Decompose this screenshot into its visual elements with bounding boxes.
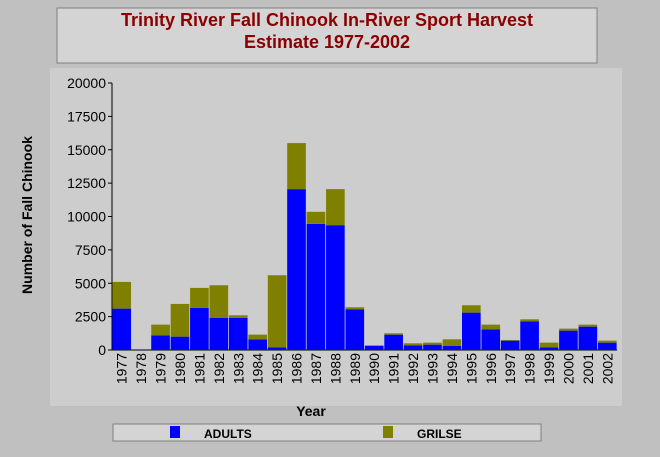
title-box — [56, 7, 598, 64]
x-tick-label: 1990 — [366, 353, 382, 384]
x-tick-label: 1985 — [269, 353, 285, 384]
y-tick-label: 17500 — [67, 108, 106, 124]
x-tick-label: 1987 — [308, 353, 324, 384]
bar-segment — [306, 223, 326, 350]
bar-segment — [248, 339, 267, 350]
bar-segment — [364, 345, 384, 350]
bar-segment — [326, 189, 345, 226]
x-tick-label: 1991 — [386, 353, 402, 384]
bar-segment — [248, 334, 267, 340]
bar-segment — [112, 281, 132, 309]
y-tick-label: 12500 — [67, 175, 106, 191]
x-tick-label: 1981 — [191, 353, 207, 384]
chart-title: Trinity River Fall Chinook In-River Spor… — [121, 10, 533, 52]
bar-segment — [539, 342, 559, 348]
bar-segment — [539, 347, 559, 350]
bar-segment — [423, 344, 442, 350]
x-tick-label: 1997 — [502, 353, 518, 384]
x-tick-label: 1977 — [114, 353, 130, 384]
bar-segment — [345, 309, 365, 350]
bar-segment — [597, 340, 617, 343]
bar-segment — [267, 275, 287, 348]
bar-segment — [170, 303, 190, 337]
y-tick-label: 7500 — [75, 242, 106, 258]
bar-segment — [423, 342, 442, 345]
bar-segment — [578, 326, 598, 350]
x-tick-label: 1993 — [424, 353, 440, 384]
bar-segment — [287, 189, 306, 350]
bar-segment — [403, 345, 423, 350]
bar-segment — [170, 336, 190, 350]
bar-segment — [306, 211, 326, 224]
y-tick-label: 0 — [98, 342, 106, 358]
bar-segment — [403, 343, 423, 346]
bar-segment — [559, 328, 578, 331]
bar-segment — [267, 347, 287, 350]
bar-segment — [384, 334, 403, 350]
bar-segment — [462, 312, 481, 350]
x-tick-label: 1986 — [289, 353, 305, 384]
x-tick-label: 1994 — [444, 353, 460, 384]
bar-segment — [287, 143, 306, 190]
bar-segment — [520, 319, 539, 322]
bar-segment — [151, 335, 170, 350]
bar-segment — [228, 315, 248, 318]
bar-segment — [209, 317, 229, 350]
y-tick-label: 5000 — [75, 275, 106, 291]
legend-swatch — [383, 426, 393, 438]
legend-swatch — [170, 426, 180, 438]
bar-segment — [151, 324, 170, 336]
x-tick-label: 1984 — [250, 353, 266, 384]
bar-segment — [384, 333, 403, 335]
x-tick-label: 2002 — [599, 353, 615, 384]
x-tick-label: 1982 — [211, 353, 227, 384]
bar-segment — [345, 307, 365, 310]
bar-segment — [597, 342, 617, 350]
bar-segment — [190, 287, 209, 308]
y-tick-label: 2500 — [75, 309, 106, 325]
bar-segment — [442, 345, 462, 350]
bar-segment — [500, 340, 520, 350]
y-tick-label: 20000 — [67, 75, 106, 91]
x-tick-label: 1983 — [230, 353, 246, 384]
bar-segment — [364, 345, 384, 346]
bar-segment — [559, 330, 578, 350]
x-tick-label: 1978 — [133, 353, 149, 384]
bar-segment — [112, 308, 132, 350]
legend-label: GRILSE — [417, 427, 462, 441]
x-tick-label: 2001 — [580, 353, 596, 384]
x-tick-label: 1996 — [483, 353, 499, 384]
bar-segment — [500, 339, 520, 341]
x-tick-label: 1989 — [347, 353, 363, 384]
x-tick-label: 1979 — [153, 353, 169, 384]
y-axis-label: Number of Fall Chinook — [19, 136, 35, 294]
bar-segment — [481, 329, 501, 350]
x-tick-label: 1995 — [463, 353, 479, 384]
x-axis-label: Year — [296, 403, 326, 419]
legend-label: ADULTS — [204, 427, 252, 441]
bar-segment — [442, 339, 462, 346]
bar-segment — [190, 307, 209, 350]
bar-segment — [520, 321, 539, 350]
x-tick-label: 1980 — [172, 353, 188, 384]
bar-segment — [326, 225, 345, 350]
x-tick-label: 1998 — [522, 353, 538, 384]
y-tick-label: 15000 — [67, 142, 106, 158]
x-tick-label: 2000 — [560, 353, 576, 384]
bar-segment — [228, 317, 248, 350]
y-tick-label: 10000 — [67, 209, 106, 225]
bar-segment — [578, 324, 598, 327]
x-tick-label: 1988 — [327, 353, 343, 384]
x-tick-label: 1992 — [405, 353, 421, 384]
x-tick-label: 1999 — [541, 353, 557, 384]
bar-segment — [481, 324, 501, 330]
bar-segment — [209, 285, 229, 318]
bar-segment — [462, 305, 481, 313]
legend-box — [112, 423, 542, 442]
